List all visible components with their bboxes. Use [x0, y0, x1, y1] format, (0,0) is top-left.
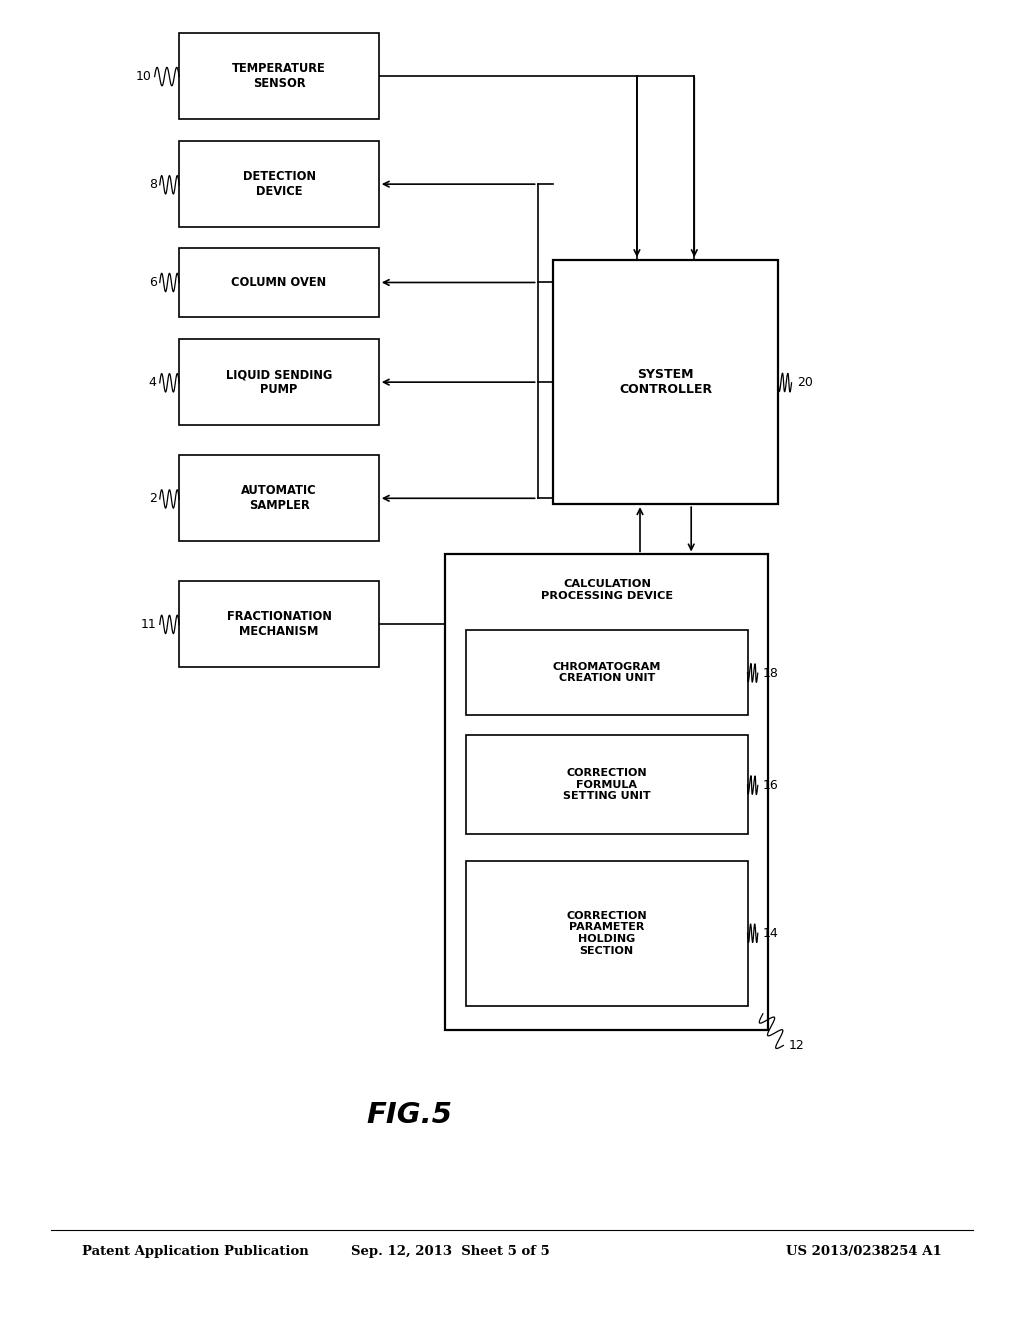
- Bar: [179, 339, 379, 425]
- Text: 10: 10: [135, 70, 152, 83]
- Text: 8: 8: [148, 178, 157, 191]
- Bar: [553, 260, 778, 504]
- Text: 14: 14: [763, 927, 778, 940]
- Text: TEMPERATURE
SENSOR: TEMPERATURE SENSOR: [232, 62, 326, 90]
- Text: 11: 11: [141, 618, 157, 631]
- Text: 12: 12: [788, 1039, 804, 1052]
- Text: DETECTION
DEVICE: DETECTION DEVICE: [243, 170, 315, 198]
- Text: SYSTEM
CONTROLLER: SYSTEM CONTROLLER: [620, 368, 712, 396]
- Text: Sep. 12, 2013  Sheet 5 of 5: Sep. 12, 2013 Sheet 5 of 5: [351, 1245, 550, 1258]
- Text: 2: 2: [148, 492, 157, 506]
- Bar: [179, 455, 379, 541]
- Text: CALCULATION
PROCESSING DEVICE: CALCULATION PROCESSING DEVICE: [541, 579, 674, 601]
- Text: 20: 20: [797, 376, 813, 389]
- Bar: [179, 33, 379, 119]
- Text: COLUMN OVEN: COLUMN OVEN: [231, 276, 327, 289]
- Text: LIQUID SENDING
PUMP: LIQUID SENDING PUMP: [226, 368, 332, 396]
- Text: 4: 4: [148, 376, 157, 389]
- Bar: [466, 861, 748, 1006]
- Text: US 2013/0238254 A1: US 2013/0238254 A1: [786, 1245, 942, 1258]
- Text: CORRECTION
PARAMETER
HOLDING
SECTION: CORRECTION PARAMETER HOLDING SECTION: [566, 911, 647, 956]
- Text: Patent Application Publication: Patent Application Publication: [82, 1245, 308, 1258]
- Text: FRACTIONATION
MECHANISM: FRACTIONATION MECHANISM: [226, 610, 332, 638]
- Bar: [445, 554, 768, 1030]
- Bar: [466, 735, 748, 834]
- Bar: [179, 581, 379, 667]
- Bar: [179, 141, 379, 227]
- Text: 16: 16: [763, 779, 778, 792]
- Text: CHROMATOGRAM
CREATION UNIT: CHROMATOGRAM CREATION UNIT: [553, 661, 660, 684]
- Text: CORRECTION
FORMULA
SETTING UNIT: CORRECTION FORMULA SETTING UNIT: [563, 768, 650, 801]
- Bar: [179, 248, 379, 317]
- Text: 18: 18: [763, 667, 779, 680]
- Text: FIG.5: FIG.5: [367, 1101, 453, 1130]
- Bar: [466, 630, 748, 715]
- Text: 6: 6: [148, 276, 157, 289]
- Text: AUTOMATIC
SAMPLER: AUTOMATIC SAMPLER: [242, 484, 316, 512]
